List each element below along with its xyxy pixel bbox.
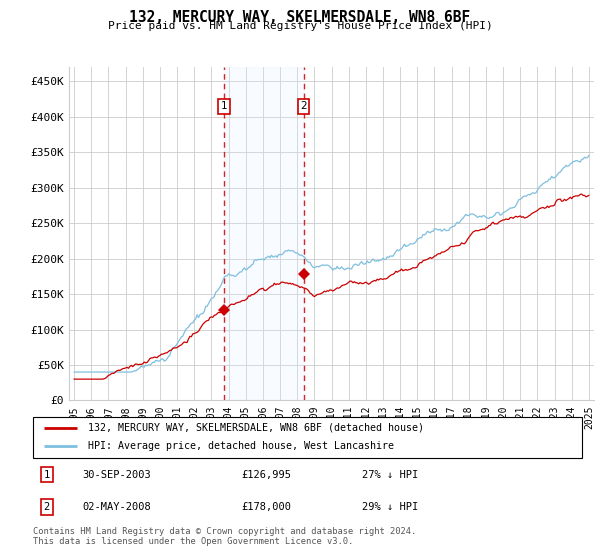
Text: 132, MERCURY WAY, SKELMERSDALE, WN8 6BF: 132, MERCURY WAY, SKELMERSDALE, WN8 6BF bbox=[130, 10, 470, 25]
Text: 27% ↓ HPI: 27% ↓ HPI bbox=[362, 469, 419, 479]
Text: 02-MAY-2008: 02-MAY-2008 bbox=[82, 502, 151, 512]
Text: Contains HM Land Registry data © Crown copyright and database right 2024.
This d: Contains HM Land Registry data © Crown c… bbox=[33, 527, 416, 547]
Text: 30-SEP-2003: 30-SEP-2003 bbox=[82, 469, 151, 479]
Text: £178,000: £178,000 bbox=[242, 502, 292, 512]
Text: 132, MERCURY WAY, SKELMERSDALE, WN8 6BF (detached house): 132, MERCURY WAY, SKELMERSDALE, WN8 6BF … bbox=[88, 423, 424, 433]
FancyBboxPatch shape bbox=[33, 417, 582, 458]
Text: 2: 2 bbox=[44, 502, 50, 512]
Text: Price paid vs. HM Land Registry's House Price Index (HPI): Price paid vs. HM Land Registry's House … bbox=[107, 21, 493, 31]
Text: 29% ↓ HPI: 29% ↓ HPI bbox=[362, 502, 419, 512]
Text: 1: 1 bbox=[44, 469, 50, 479]
Text: £126,995: £126,995 bbox=[242, 469, 292, 479]
Text: 1: 1 bbox=[221, 101, 227, 111]
Text: HPI: Average price, detached house, West Lancashire: HPI: Average price, detached house, West… bbox=[88, 441, 394, 451]
Text: 2: 2 bbox=[300, 101, 307, 111]
Bar bbox=[224, 67, 304, 400]
